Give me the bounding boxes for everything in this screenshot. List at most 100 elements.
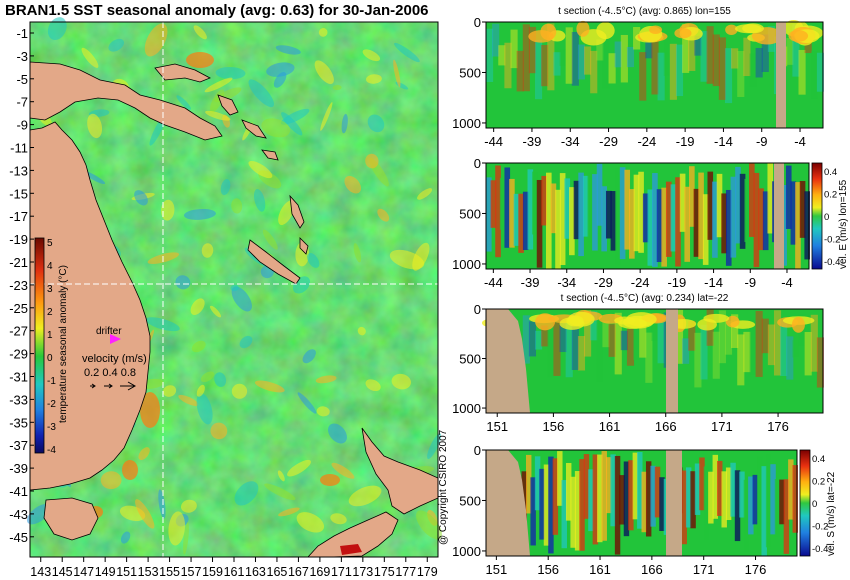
section-stripe [724, 48, 733, 104]
section-stripe [513, 193, 520, 246]
temperature-colorbar-label: temperature seasonal anomaly (°C) [58, 265, 69, 423]
section-stripe [536, 179, 543, 268]
anomaly-blob [362, 49, 381, 62]
colorbar-tick-label: 0 [47, 353, 53, 364]
surface-warm-patch [674, 28, 692, 39]
section-stripe [522, 315, 530, 364]
section-stripe [614, 455, 621, 555]
section-stripe [619, 475, 625, 525]
section-stripe [637, 452, 643, 529]
section-stripe [703, 466, 710, 540]
lon-tick-label: 149 [95, 565, 116, 579]
section-land-column [776, 22, 786, 128]
anomaly-blob [168, 511, 186, 546]
section-stripe [564, 178, 571, 239]
surface-warm-patch [576, 20, 590, 37]
anomaly-blob [210, 422, 228, 440]
section-panel-vel-e-lon155: 0 500 1000-44 -39 -34 -29 -24 -19 -14 -9 -4 0.4 0.2 0… [452, 156, 849, 290]
section-x-tick: -4 [781, 275, 793, 290]
nz-red-spot [340, 544, 362, 555]
section-stripe [761, 466, 767, 556]
lat-tick-label: -17 [9, 209, 28, 224]
section-stripe [534, 456, 541, 511]
section-x-tick: -24 [637, 134, 656, 149]
lon-tick-label: 159 [202, 565, 223, 579]
lat-tick-label: -13 [9, 163, 28, 178]
section-land-continent [486, 309, 530, 413]
section-stripe [734, 470, 741, 542]
section-stripe [490, 180, 497, 228]
anomaly-blob [278, 200, 295, 226]
section-x-tick: -9 [756, 134, 768, 149]
map-latitude-ticks: -1 -3 -5 -7 -9 -11 -13 -15 -17 -19 -21 -23 -25 -27 -29… [9, 26, 34, 545]
section-x-tick: 176 [767, 419, 789, 434]
anomaly-blob [120, 531, 131, 544]
warm-anomaly [122, 460, 138, 480]
section-stripe [706, 26, 714, 84]
anomaly-blob [278, 507, 300, 517]
section-stripe [712, 454, 719, 519]
drifter-marker[interactable] [110, 334, 121, 344]
section-x-tick: 161 [589, 562, 611, 577]
velocity-colorbar-tick: -0.4 [824, 257, 840, 268]
lon-tick-label: 157 [181, 565, 202, 579]
lon-tick-label: 165 [267, 565, 288, 579]
section-stripe [786, 38, 794, 65]
section-stripe [647, 189, 654, 266]
section-stripe [651, 35, 659, 95]
anomaly-blob [160, 199, 175, 221]
section-stripe [624, 169, 631, 250]
lon-tick-label: 145 [52, 565, 73, 579]
anomaly-blob [176, 95, 191, 110]
section-x-tick: -24 [631, 275, 650, 290]
section-stripe [685, 467, 692, 528]
anomaly-blob [138, 447, 150, 461]
anomaly-blob [365, 153, 379, 169]
section-stripe [522, 24, 530, 92]
section-frame [485, 308, 824, 414]
velocity-colorbar-tick: -0.2 [812, 522, 828, 533]
section-title: t section (-4..5°C) (avg: 0.865) lon=155 [558, 6, 731, 17]
section-stripe [681, 470, 687, 545]
section-stripe [783, 479, 790, 554]
warm-anomaly [186, 52, 214, 68]
section-stripe [798, 49, 806, 95]
section-y-tick: 500 [459, 206, 481, 221]
section-stripe [749, 53, 757, 87]
surface-warm-patch [791, 316, 805, 333]
section-stripe [790, 181, 797, 245]
section-stripe [761, 34, 769, 73]
anomaly-blob [134, 190, 148, 206]
section-x-tick: -29 [594, 275, 613, 290]
anomaly-blob [330, 513, 347, 525]
anomaly-blob [196, 393, 213, 425]
anomaly-blob [332, 85, 342, 91]
anomaly-blob [261, 118, 291, 138]
anomaly-blob [315, 375, 337, 384]
section-stripe [717, 460, 723, 516]
lat-tick-label: -11 [10, 141, 28, 156]
section-stripe [528, 321, 537, 357]
section-stripe [762, 191, 769, 251]
lat-tick-label: -9 [16, 118, 28, 133]
section-stripe [638, 171, 644, 253]
section-stripe [602, 25, 610, 89]
anomaly-blob [391, 373, 412, 390]
section-stripe [656, 189, 663, 263]
section-stripe [792, 465, 798, 533]
section-stripe [642, 193, 649, 243]
section-stripe [486, 177, 492, 252]
section-stripe [661, 187, 667, 267]
section-stripe [573, 180, 580, 240]
section-stripe [652, 173, 658, 267]
section-stripe [596, 163, 603, 226]
section-stripe [610, 454, 616, 527]
anomaly-blob [318, 28, 328, 37]
lon-tick-label: 163 [245, 565, 266, 579]
section-stripe [792, 340, 800, 358]
section-x-tick: 156 [543, 419, 565, 434]
lat-tick-label: -15 [9, 186, 28, 201]
section-stripe [785, 165, 792, 229]
anomaly-blob [108, 38, 125, 52]
